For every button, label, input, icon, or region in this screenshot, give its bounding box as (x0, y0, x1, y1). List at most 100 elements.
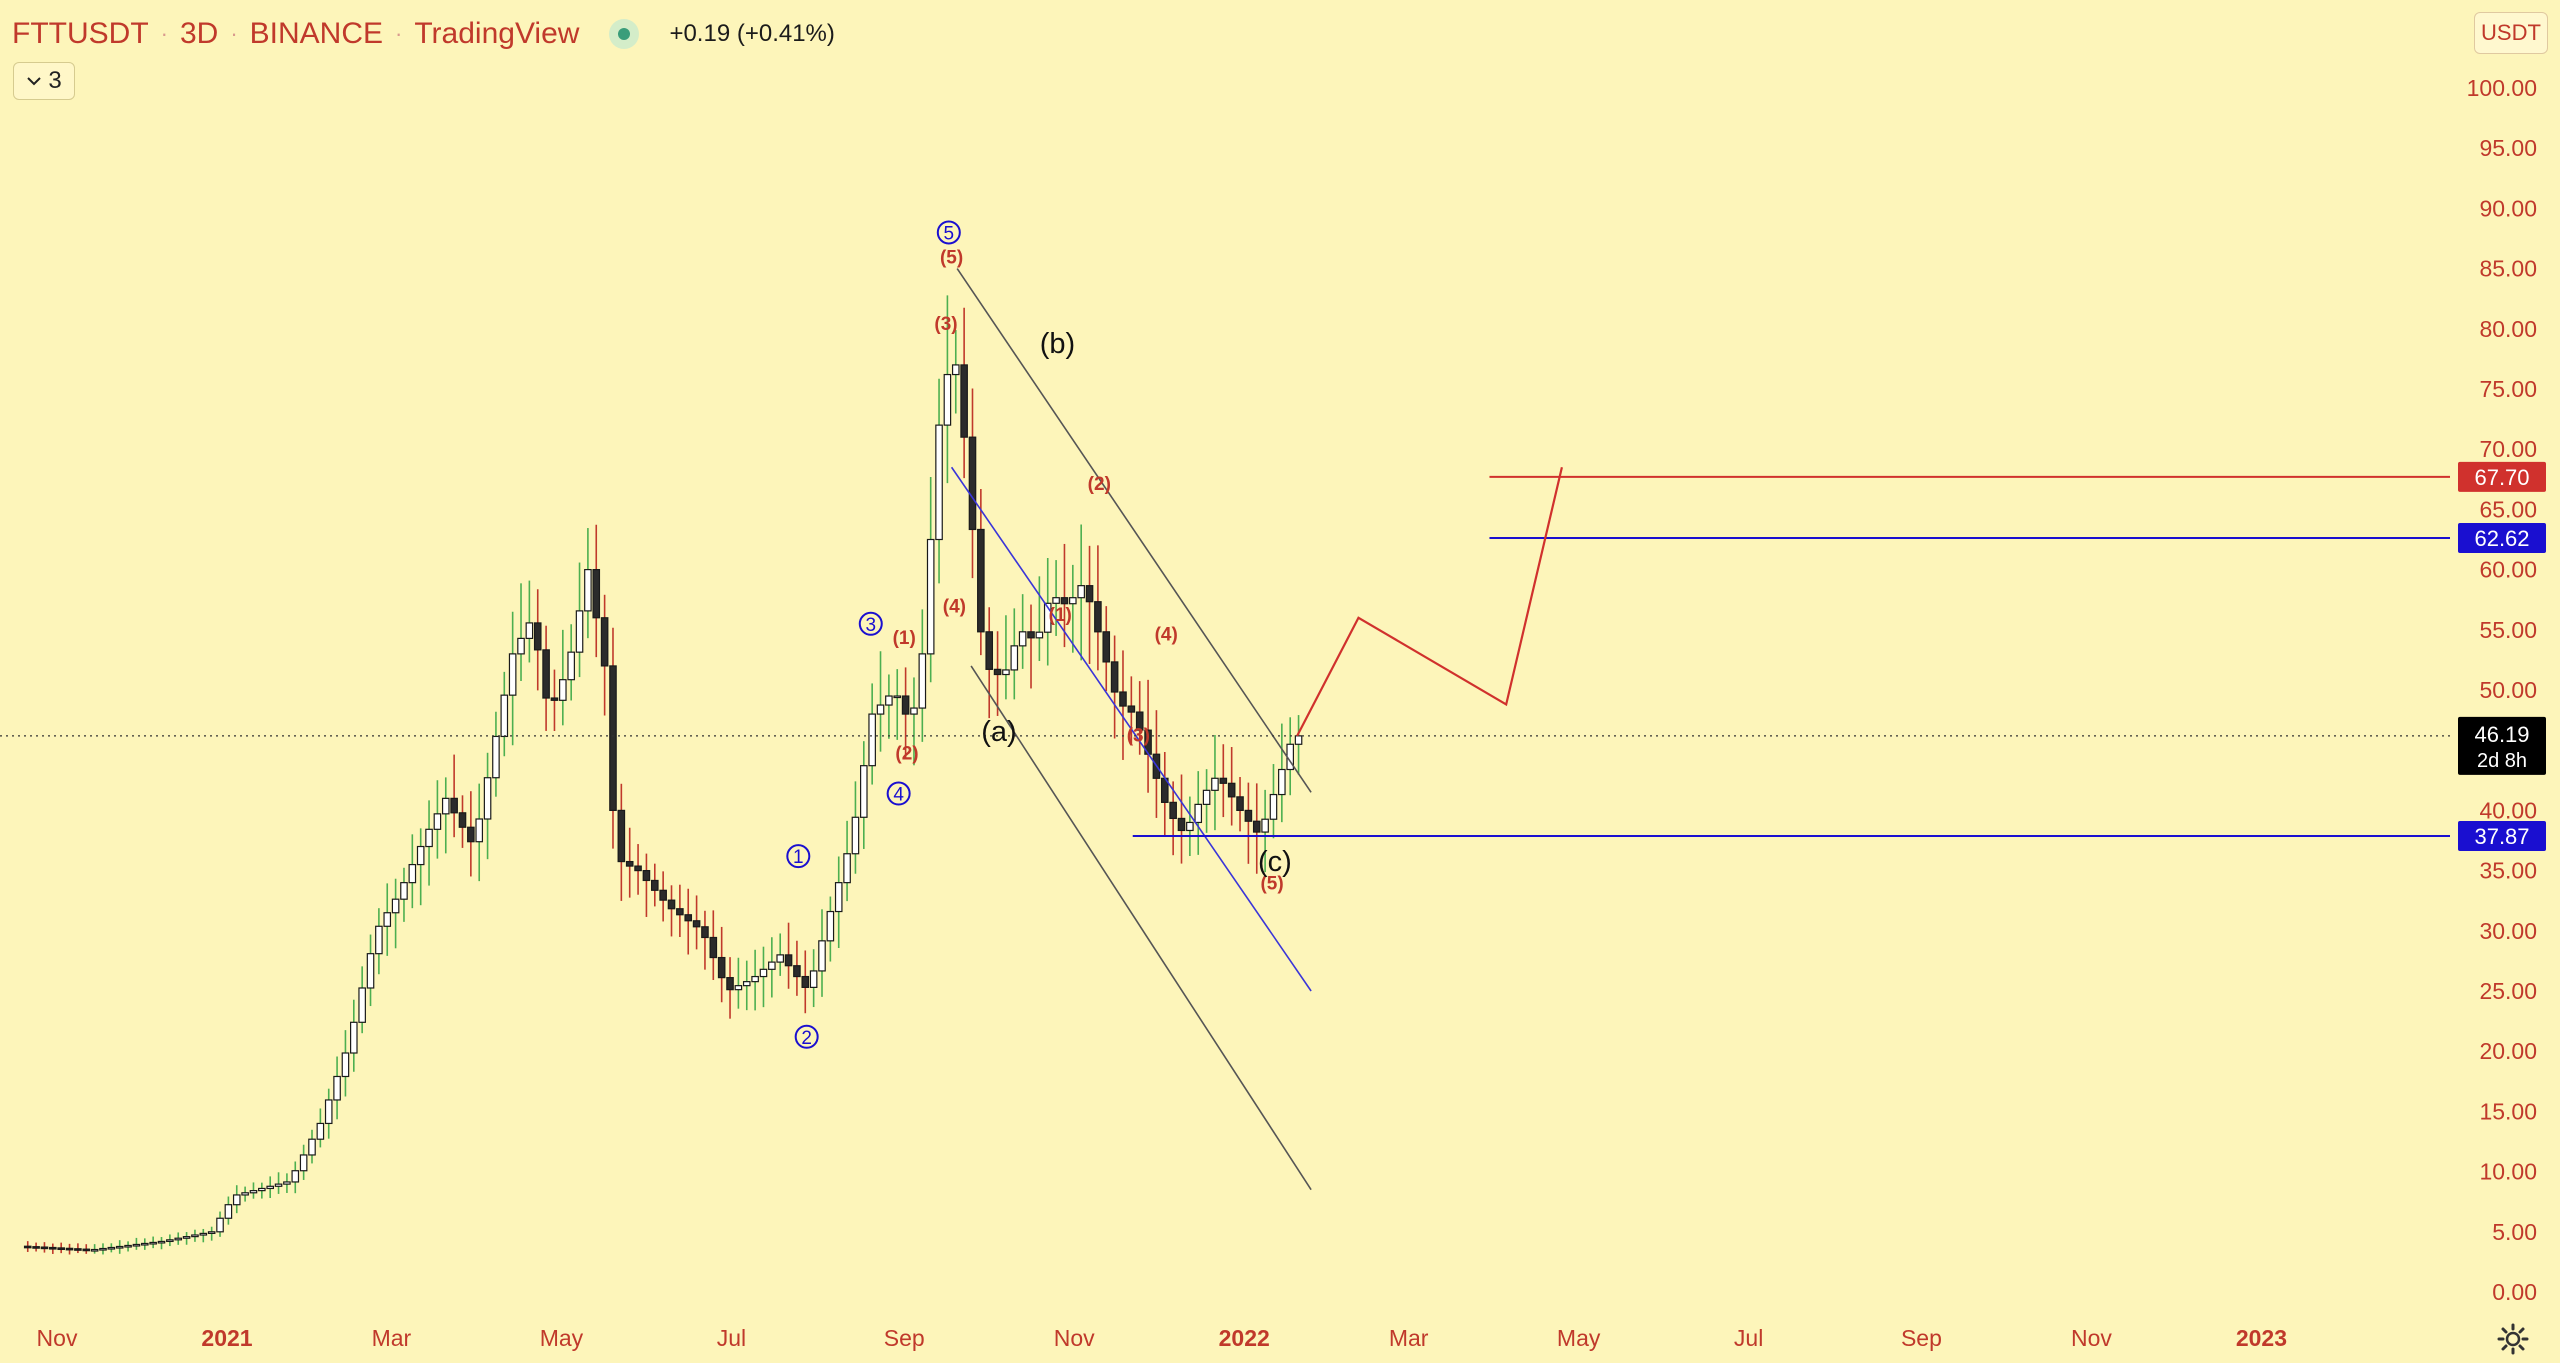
candle (809, 949, 818, 1008)
candle-body (701, 926, 709, 939)
candle-body (793, 965, 801, 978)
candle (768, 937, 776, 998)
candle-body (274, 1183, 283, 1187)
price-level-tag: 62.62 (2458, 523, 2546, 554)
candle-body (1194, 803, 1203, 824)
price-tick-label: 70.00 (2479, 436, 2537, 462)
candle (910, 677, 918, 766)
candle (851, 781, 860, 874)
candle (525, 580, 534, 663)
candle-body (600, 617, 609, 667)
interval-label[interactable]: 3D (179, 17, 219, 50)
candle-body (433, 813, 442, 830)
candle-body (617, 809, 626, 863)
candle-body (82, 1248, 91, 1252)
candle-body (199, 1232, 208, 1236)
time-tick-label: Nov (1054, 1325, 1095, 1351)
candle (1102, 606, 1111, 692)
time-tick-label: Sep (884, 1325, 925, 1351)
channel-line (956, 268, 1312, 793)
last-price-box (2458, 716, 2546, 775)
candle (793, 940, 801, 996)
candle (241, 1186, 249, 1202)
candle (960, 307, 968, 479)
candle-body (74, 1248, 82, 1251)
candle (1052, 560, 1060, 636)
wave-label-abc: (c) (1258, 846, 1292, 878)
wave-label-minor: (3) (934, 314, 957, 335)
candle-body (391, 898, 400, 914)
candle-body (1069, 597, 1077, 605)
candle (1119, 650, 1127, 760)
candle-body (734, 985, 743, 991)
candle-body (860, 765, 868, 818)
time-tick-label: Jul (717, 1325, 746, 1351)
symbol-label[interactable]: FTTUSDT (12, 17, 149, 50)
price-tag-value: 37.87 (2474, 824, 2529, 849)
candle (82, 1244, 91, 1254)
candle (249, 1182, 258, 1199)
currency-unit-button[interactable]: USDT (2474, 12, 2548, 54)
candle (1043, 558, 1052, 666)
candle-body (149, 1241, 157, 1245)
candles (23, 295, 1303, 1255)
candle (542, 625, 550, 731)
wave-label-primary: 4 (886, 781, 911, 806)
candle-body (893, 695, 902, 699)
candle (1236, 777, 1244, 832)
candle (258, 1182, 266, 1199)
price-change: +0.19 (+0.41%) (669, 20, 835, 47)
price-tick-label: 35.00 (2479, 858, 2537, 884)
candle-body (1002, 669, 1010, 676)
candle-body (1227, 782, 1236, 798)
time-tick-label: 2023 (2236, 1325, 2287, 1351)
indicators-count: 3 (48, 67, 62, 94)
candle-body (90, 1248, 99, 1252)
candle-body (676, 908, 684, 916)
candle-body (951, 364, 960, 376)
candle-body (759, 968, 768, 978)
candle-body (157, 1240, 166, 1244)
time-tick-label: Jul (1734, 1325, 1763, 1351)
price-tag-box (2458, 523, 2546, 554)
time-tick-label: 2022 (1219, 1325, 1270, 1351)
candle (375, 908, 383, 975)
candle-body (868, 713, 876, 767)
candle-body (308, 1138, 316, 1156)
price-tick-label: 50.00 (2479, 677, 2537, 703)
candle (834, 856, 843, 948)
indicators-toggle[interactable]: 3 (13, 62, 75, 100)
settings-gear-icon[interactable] (2496, 1322, 2530, 1356)
candle-body (115, 1245, 124, 1249)
candle (291, 1161, 300, 1194)
candle (224, 1196, 233, 1225)
wave-label-minor: (1) (1049, 605, 1072, 626)
wave-circle (794, 1024, 819, 1049)
candle (1211, 735, 1219, 831)
candle (1069, 564, 1077, 653)
price-tick-label: 60.00 (2479, 557, 2537, 583)
last-price-countdown: 2d 8h (2477, 750, 2527, 772)
candle (1160, 751, 1169, 837)
candle (1286, 717, 1294, 796)
candle (776, 933, 784, 976)
price-level-tag: 37.87 (2458, 821, 2546, 852)
candle-body (1244, 809, 1253, 822)
candle (567, 624, 575, 701)
candle (207, 1226, 216, 1241)
time-tick-label: 2021 (201, 1325, 252, 1351)
candle-body (241, 1192, 249, 1196)
candle (416, 828, 425, 906)
price-tick-label: 30.00 (2479, 918, 2537, 944)
candle-body (726, 977, 734, 991)
candle (943, 295, 952, 484)
candle (316, 1108, 325, 1148)
wave-label-minor: (1) (893, 628, 916, 649)
candle (625, 827, 634, 898)
candle-body (1252, 820, 1261, 833)
wave-number: 4 (893, 785, 904, 806)
candle-body (467, 826, 475, 843)
price-tick-label: 15.00 (2479, 1098, 2537, 1124)
candle-body (216, 1217, 224, 1233)
